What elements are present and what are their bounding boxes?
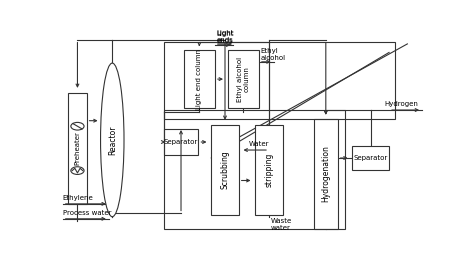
- Bar: [164, 42, 394, 119]
- Text: Ethylene: Ethylene: [63, 195, 94, 201]
- Bar: [314, 119, 338, 229]
- Bar: [211, 125, 239, 214]
- Text: Hydrogen: Hydrogen: [385, 101, 418, 107]
- Text: Reactor: Reactor: [108, 125, 117, 155]
- Bar: [164, 110, 345, 229]
- Text: Scrubbing: Scrubbing: [220, 150, 229, 189]
- Text: Light
ends: Light ends: [217, 30, 234, 43]
- Text: Hydrogenation: Hydrogenation: [321, 146, 330, 202]
- Ellipse shape: [101, 63, 124, 217]
- Text: Waste
water: Waste water: [271, 218, 292, 231]
- Text: stripping: stripping: [264, 153, 273, 187]
- Text: Separator: Separator: [354, 155, 388, 161]
- Bar: [352, 146, 389, 170]
- Text: Preheater: Preheater: [74, 132, 80, 165]
- Bar: [255, 125, 283, 214]
- Bar: [184, 50, 215, 108]
- Text: Separator: Separator: [164, 139, 198, 145]
- Bar: [164, 129, 199, 155]
- Text: Process water: Process water: [63, 210, 111, 216]
- Bar: [68, 93, 87, 204]
- Text: Ethyl alcohol
column: Ethyl alcohol column: [237, 57, 250, 102]
- Text: Light
ends: Light ends: [217, 31, 234, 44]
- Text: Light end column: Light end column: [196, 48, 202, 110]
- Text: Ethyl
alcohol: Ethyl alcohol: [261, 48, 286, 61]
- Bar: [228, 50, 259, 108]
- Text: Water: Water: [249, 142, 270, 147]
